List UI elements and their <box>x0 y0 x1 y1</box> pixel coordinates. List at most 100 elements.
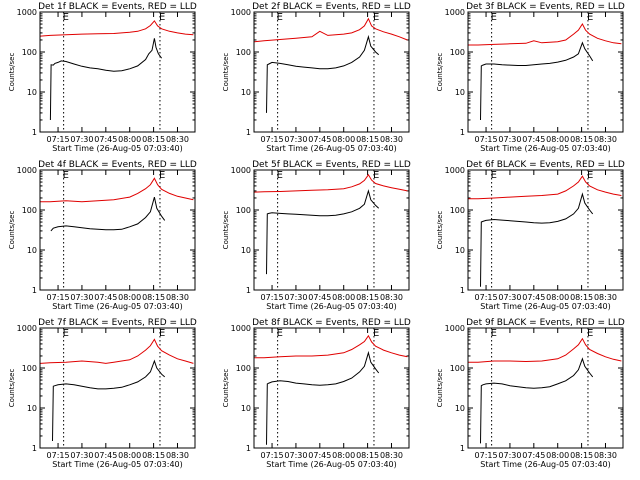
y-tick-label: 10 <box>27 88 37 97</box>
y-tick-label: 1000 <box>445 324 465 333</box>
time-marker-label: E <box>373 170 379 181</box>
events-series-line <box>480 192 594 287</box>
chart-title: Det 2f BLACK = Events, RED = LLD <box>252 2 411 12</box>
y-axis-label: Counts/sec <box>436 369 444 408</box>
chart-title: Det 8f BLACK = Events, RED = LLD <box>252 318 411 328</box>
x-tick-label: 07:15 <box>261 451 284 460</box>
lld-series-line <box>40 338 194 364</box>
lld-series-line <box>40 20 194 37</box>
x-tick-label: 08:30 <box>166 293 189 302</box>
y-tick-label: 100 <box>450 48 465 57</box>
y-axis-label: Counts/sec <box>222 211 230 250</box>
chart-panel: Det 1f BLACK = Events, RED = LLD 1 10 100 10… <box>8 2 197 153</box>
x-tick-label: 07:30 <box>498 451 521 460</box>
x-tick-label: 07:30 <box>498 293 521 302</box>
y-axis-label: Counts/sec <box>222 53 230 92</box>
plot-frame <box>253 11 410 133</box>
chart-panel: Det 8f BLACK = Events, RED = LLD 1 10 100 10… <box>222 318 411 469</box>
x-tick-label: 07:30 <box>284 293 307 302</box>
y-axis-label: Counts/sec <box>436 53 444 92</box>
x-tick-label: 07:15 <box>475 451 498 460</box>
x-tick-label: 07:45 <box>522 135 545 144</box>
time-marker-label: E <box>373 328 379 339</box>
lld-series-line <box>468 175 622 200</box>
x-tick-label: 08:15 <box>570 135 593 144</box>
chart-panel: Det 2f BLACK = Events, RED = LLD 1 10 100 10… <box>222 2 411 153</box>
x-tick-label: 08:15 <box>570 451 593 460</box>
y-tick-label: 100 <box>236 364 251 373</box>
chart-title: Det 1f BLACK = Events, RED = LLD <box>38 2 197 12</box>
chart-panel: Det 7f BLACK = Events, RED = LLD 1 10 100 10… <box>8 318 197 469</box>
x-tick-label: 07:15 <box>47 293 70 302</box>
x-tick-label: 08:00 <box>332 293 355 302</box>
events-series-line <box>49 38 163 121</box>
time-marker-label: E <box>63 12 69 23</box>
events-series-line <box>50 196 166 232</box>
x-axis-label: Start Time (26-Aug-05 07:03:40) <box>480 460 611 469</box>
y-tick-label: 1000 <box>445 8 465 17</box>
x-axis-label: Start Time (26-Aug-05 07:03:40) <box>266 302 397 311</box>
events-series-line <box>480 41 594 121</box>
y-tick-label: 1 <box>32 444 37 453</box>
chart-title: Det 4f BLACK = Events, RED = LLD <box>38 160 197 170</box>
y-tick-label: 100 <box>450 206 465 215</box>
x-tick-label: 08:30 <box>166 135 189 144</box>
x-tick-label: 07:15 <box>475 293 498 302</box>
x-tick-label: 08:15 <box>142 293 165 302</box>
lld-series-line <box>40 177 194 203</box>
y-tick-label: 1000 <box>231 8 251 17</box>
x-tick-label: 08:15 <box>142 451 165 460</box>
time-marker-label: E <box>373 12 379 23</box>
chart-title: Det 6f BLACK = Events, RED = LLD <box>466 160 625 170</box>
time-marker-label: E <box>159 12 165 23</box>
chart-panel: Det 3f BLACK = Events, RED = LLD 1 10 100 10… <box>436 2 625 153</box>
x-tick-label: 08:15 <box>570 293 593 302</box>
plot-frame <box>467 11 624 133</box>
lld-series-line <box>468 337 622 363</box>
y-tick-label: 10 <box>27 246 37 255</box>
y-tick-label: 100 <box>236 48 251 57</box>
y-tick-label: 1000 <box>231 324 251 333</box>
x-tick-label: 08:30 <box>380 451 403 460</box>
chart-title: Det 7f BLACK = Events, RED = LLD <box>38 318 197 328</box>
plot-frame <box>39 11 196 133</box>
time-marker-label: E <box>491 328 497 339</box>
x-tick-label: 07:30 <box>284 135 307 144</box>
chart-title: Det 5f BLACK = Events, RED = LLD <box>252 160 411 170</box>
y-tick-label: 10 <box>241 404 251 413</box>
y-tick-label: 10 <box>241 246 251 255</box>
x-tick-label: 08:15 <box>142 135 165 144</box>
y-tick-label: 10 <box>455 88 465 97</box>
y-tick-label: 1 <box>32 128 37 137</box>
x-tick-label: 08:00 <box>546 293 569 302</box>
x-tick-label: 08:00 <box>118 293 141 302</box>
y-tick-label: 100 <box>22 48 37 57</box>
y-tick-label: 10 <box>241 88 251 97</box>
y-tick-label: 1 <box>32 286 37 295</box>
time-marker-label: E <box>159 328 165 339</box>
y-tick-label: 1000 <box>445 166 465 175</box>
y-axis-label: Counts/sec <box>8 211 16 250</box>
time-marker-label: E <box>159 170 165 181</box>
lld-series-line <box>254 173 408 193</box>
x-tick-label: 08:00 <box>332 135 355 144</box>
x-axis-label: Start Time (26-Aug-05 07:03:40) <box>480 144 611 153</box>
plot-frame <box>39 169 196 291</box>
y-tick-label: 100 <box>450 364 465 373</box>
time-marker-label: E <box>587 170 593 181</box>
time-marker-label: E <box>63 170 69 181</box>
events-series-line <box>266 189 380 275</box>
y-tick-label: 10 <box>455 246 465 255</box>
time-marker-label: E <box>491 170 497 181</box>
time-marker-label: E <box>277 12 283 23</box>
x-tick-label: 07:30 <box>70 135 93 144</box>
y-tick-label: 1 <box>460 128 465 137</box>
events-series-line <box>266 350 380 445</box>
time-marker-label: E <box>277 170 283 181</box>
plot-frame <box>467 169 624 291</box>
x-tick-label: 07:45 <box>94 135 117 144</box>
time-marker-label: E <box>277 328 283 339</box>
events-series-line <box>52 359 166 442</box>
x-tick-label: 08:00 <box>332 451 355 460</box>
